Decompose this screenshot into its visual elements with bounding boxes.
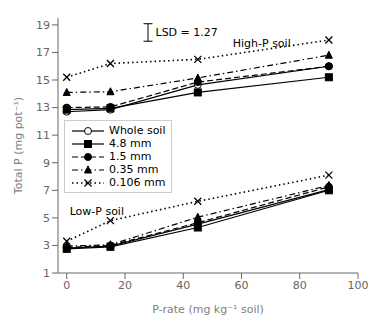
svg-text:3: 3: [43, 239, 50, 252]
svg-text:7: 7: [43, 184, 50, 197]
svg-text:LSD = 1.27: LSD = 1.27: [156, 26, 218, 39]
svg-text:15: 15: [36, 74, 50, 87]
svg-text:17: 17: [36, 46, 50, 59]
svg-text:5: 5: [43, 212, 50, 225]
svg-text:P-rate (mg kg⁻¹ soil): P-rate (mg kg⁻¹ soil): [152, 303, 264, 316]
svg-text:19: 19: [36, 19, 50, 32]
svg-text:80: 80: [293, 279, 307, 292]
svg-text:9: 9: [43, 157, 50, 170]
html-text:1.5 mm: 1.5 mm: [109, 150, 152, 163]
svg-text:1: 1: [43, 267, 50, 280]
svg-text:40: 40: [176, 279, 190, 292]
html-text:4.8 mm: 4.8 mm: [109, 137, 152, 150]
svg-text:13: 13: [36, 101, 50, 114]
svg-text:60: 60: [234, 279, 248, 292]
svg-text:Total P (mg pot⁻¹): Total P (mg pot⁻¹): [12, 97, 25, 195]
html-text:0.35 mm: 0.35 mm: [109, 163, 159, 176]
html-text:Whole soil: Whole soil: [109, 124, 166, 137]
svg-text:High-P soil: High-P soil: [233, 37, 291, 50]
svg-text:Low-P soil: Low-P soil: [70, 205, 124, 218]
svg-text:11: 11: [36, 129, 50, 142]
svg-text:20: 20: [118, 279, 132, 292]
html-text:0.106 mm: 0.106 mm: [109, 176, 166, 189]
svg-text:0: 0: [63, 279, 70, 292]
svg-text:100: 100: [348, 279, 369, 292]
